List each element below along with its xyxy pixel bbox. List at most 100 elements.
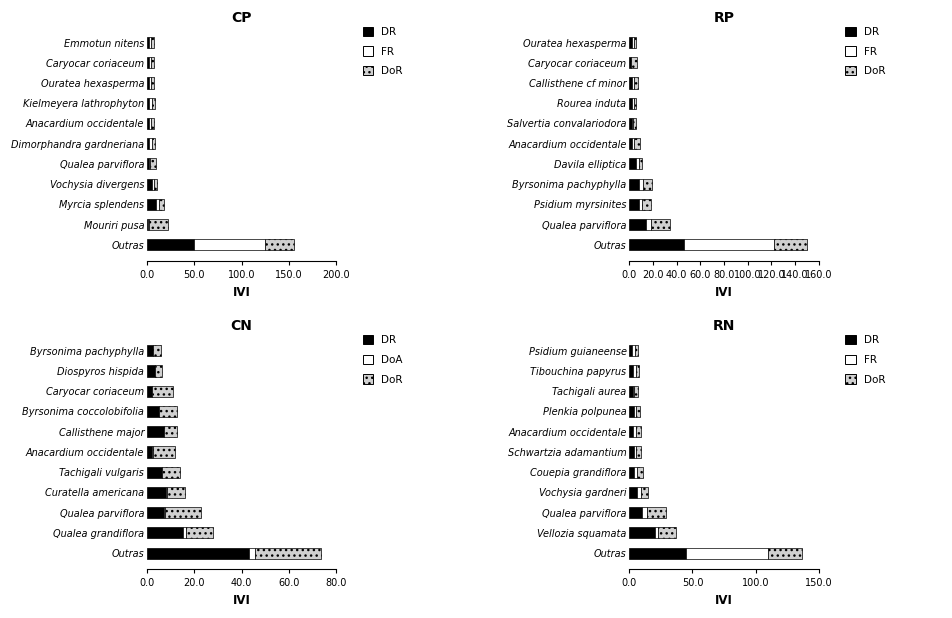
Bar [629, 527, 655, 538]
Bar [632, 77, 634, 88]
Bar [147, 57, 149, 69]
Bar [147, 158, 149, 169]
Bar [147, 446, 151, 457]
Bar [254, 548, 321, 559]
Bar [147, 118, 149, 129]
Bar [768, 548, 803, 559]
Bar [149, 138, 151, 149]
Bar [629, 118, 632, 129]
Bar [149, 98, 151, 109]
Bar [151, 179, 153, 190]
Title: CP: CP [231, 11, 252, 25]
Bar [149, 118, 151, 129]
Bar [629, 77, 632, 88]
Bar [650, 219, 669, 230]
Bar [686, 548, 768, 559]
Bar [151, 118, 153, 129]
Bar [629, 426, 633, 438]
Bar [165, 507, 202, 518]
Bar [634, 386, 638, 397]
Bar [629, 467, 634, 478]
Bar [634, 98, 637, 109]
Bar [147, 179, 151, 190]
Bar [629, 219, 646, 230]
Bar [634, 467, 637, 478]
Bar [149, 57, 151, 69]
Legend: DR, DoA, DoR: DR, DoA, DoR [363, 335, 403, 384]
Bar [147, 507, 164, 518]
Bar [153, 179, 157, 190]
Bar [629, 179, 639, 190]
Bar [684, 239, 774, 250]
Bar [636, 446, 641, 457]
Bar [147, 386, 151, 397]
Bar [629, 57, 630, 69]
X-axis label: IVI: IVI [715, 286, 733, 298]
Bar [147, 138, 149, 149]
Bar [632, 345, 635, 357]
Bar [147, 527, 183, 538]
Bar [156, 199, 159, 210]
Bar [164, 426, 176, 438]
Bar [637, 487, 641, 498]
Bar [150, 158, 155, 169]
Bar [629, 98, 632, 109]
Bar [634, 37, 637, 48]
Bar [629, 406, 634, 417]
Bar [186, 527, 213, 538]
Bar [646, 219, 650, 230]
Bar [633, 426, 636, 438]
Bar [639, 158, 642, 169]
Title: CN: CN [230, 320, 252, 334]
Bar [629, 548, 686, 559]
Bar [153, 345, 161, 357]
Bar [632, 98, 634, 109]
Legend: DR, FR, DoR: DR, FR, DoR [363, 27, 403, 76]
Bar [637, 467, 644, 478]
Bar [634, 138, 640, 149]
Title: RN: RN [713, 320, 735, 334]
Bar [166, 487, 168, 498]
Bar [634, 446, 636, 457]
Bar [147, 467, 163, 478]
Bar [629, 345, 632, 357]
Bar [774, 239, 807, 250]
Bar [643, 199, 650, 210]
Bar [147, 548, 248, 559]
Bar [149, 37, 150, 48]
Bar [629, 365, 632, 376]
Bar [153, 446, 175, 457]
Bar [151, 98, 154, 109]
Bar [647, 507, 666, 518]
Bar [163, 467, 180, 478]
Bar [151, 138, 154, 149]
Bar [151, 446, 153, 457]
Bar [147, 345, 153, 357]
Bar [194, 239, 266, 250]
X-axis label: IVI: IVI [232, 594, 250, 607]
Bar [629, 138, 632, 149]
Bar [147, 406, 159, 417]
Bar [151, 57, 154, 69]
Bar [147, 239, 194, 250]
Bar [629, 239, 684, 250]
X-axis label: IVI: IVI [715, 594, 733, 607]
Bar [655, 527, 659, 538]
Bar [636, 365, 639, 376]
Bar [634, 406, 636, 417]
Bar [248, 548, 254, 559]
Bar [633, 118, 637, 129]
Bar [159, 406, 176, 417]
Bar [629, 199, 639, 210]
Bar [632, 365, 636, 376]
Bar [635, 345, 638, 357]
Bar [636, 406, 640, 417]
Bar [629, 487, 637, 498]
Bar [147, 365, 155, 376]
Bar [629, 158, 637, 169]
Bar [149, 77, 151, 88]
X-axis label: IVI: IVI [232, 286, 250, 298]
Legend: DR, FR, DoR: DR, FR, DoR [845, 27, 885, 76]
Bar [147, 77, 149, 88]
Bar [659, 527, 676, 538]
